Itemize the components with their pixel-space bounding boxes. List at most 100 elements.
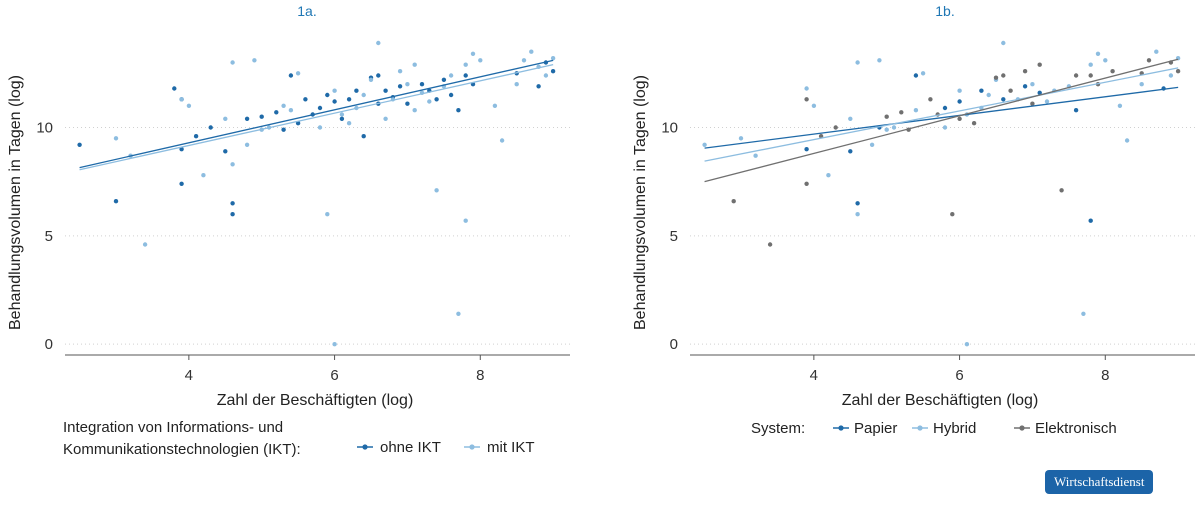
data-point (288, 73, 294, 78)
data-point (928, 97, 933, 102)
data-point (397, 69, 403, 74)
data-point (77, 142, 82, 147)
data-point (208, 125, 213, 130)
data-point (397, 84, 403, 89)
data-point (470, 51, 476, 56)
data-point (884, 127, 889, 132)
data-point (855, 60, 860, 65)
y-tick-label: 0 (45, 336, 53, 353)
data-point (405, 101, 410, 106)
data-point (767, 242, 773, 247)
data-point (1022, 84, 1028, 89)
legend-swatch-dot (917, 425, 923, 431)
data-point (942, 105, 948, 111)
data-point (179, 181, 184, 186)
data-point (259, 114, 264, 119)
data-point (332, 99, 337, 104)
x-tick-label: 4 (185, 367, 193, 384)
data-point (179, 97, 184, 102)
data-point (230, 162, 235, 167)
series-2 (113, 40, 556, 347)
data-point (193, 134, 199, 139)
legend: Integration von Informations- und Kommuni… (63, 419, 535, 458)
data-point (891, 125, 897, 130)
data-point (1030, 101, 1035, 106)
data-point (325, 212, 330, 217)
data-point (1022, 69, 1028, 74)
data-point (463, 62, 468, 67)
data-point (244, 116, 250, 122)
data-point (1124, 138, 1130, 143)
data-point (412, 62, 417, 67)
fit-line (79, 59, 554, 169)
x-tick-label: 8 (476, 367, 484, 384)
series-2 (702, 40, 1181, 347)
x-tick-label: 6 (330, 367, 338, 384)
data-point (1088, 73, 1093, 78)
legend-title: System: (751, 420, 805, 437)
data-point (811, 103, 817, 109)
data-point (993, 75, 999, 80)
legend-title: Integration von Informations- und (63, 419, 283, 436)
data-point (281, 127, 286, 132)
x-tick-label: 8 (1101, 367, 1109, 384)
data-point (448, 92, 454, 98)
data-point (550, 69, 556, 74)
data-point (412, 108, 417, 113)
y-tick-label: 5 (670, 228, 678, 245)
fit-line (79, 64, 554, 171)
legend-swatch-dot (469, 444, 475, 450)
data-point (1139, 82, 1144, 87)
data-point (1103, 58, 1108, 63)
data-point (521, 58, 527, 63)
legend-label: ohne IKT (380, 439, 441, 456)
data-point (339, 112, 345, 117)
data-point (244, 142, 250, 147)
data-point (332, 88, 337, 93)
data-point (230, 60, 235, 65)
legend: System: Papier Hybrid Elektronisch (751, 420, 1117, 437)
data-point (346, 121, 352, 126)
data-point (361, 134, 366, 139)
data-point (964, 342, 970, 347)
y-tick-label: 0 (670, 336, 678, 353)
data-point (1154, 49, 1159, 54)
data-point (463, 73, 468, 78)
data-point (543, 73, 549, 78)
data-point (833, 125, 838, 130)
data-point (1037, 90, 1042, 96)
fit-line (704, 67, 1179, 162)
data-point (281, 103, 286, 109)
data-point (826, 173, 831, 178)
legend-label: Hybrid (933, 420, 976, 437)
data-point (1001, 97, 1006, 102)
data-point (427, 99, 432, 104)
data-point (223, 116, 228, 122)
data-point (877, 58, 882, 63)
data-point (230, 212, 235, 217)
data-point (230, 201, 235, 206)
chart-title: 1b. (935, 3, 954, 19)
data-point (252, 58, 257, 63)
data-point (295, 71, 301, 76)
data-point (804, 147, 809, 152)
data-point (536, 84, 541, 89)
y-tick-label: 10 (36, 120, 53, 137)
data-point (1110, 69, 1115, 74)
data-point (441, 77, 447, 83)
series-1 (77, 60, 556, 217)
data-point (354, 88, 359, 93)
data-point (1073, 73, 1079, 78)
chart-panel-2: 1b. 0 5 10 4 6 8 Zahl der Beschäftigten (log) Be… (632, 3, 1195, 437)
x-tick-label: 4 (810, 367, 818, 384)
legend-label: mit IKT (487, 439, 535, 456)
legend-swatch-dot (362, 444, 368, 450)
data-point (1001, 40, 1006, 46)
data-point (1059, 188, 1064, 193)
data-point (346, 97, 352, 102)
data-point (317, 105, 323, 111)
data-point (405, 82, 410, 87)
series-3 (731, 58, 1181, 247)
data-point (971, 121, 977, 126)
data-point (1088, 218, 1093, 223)
